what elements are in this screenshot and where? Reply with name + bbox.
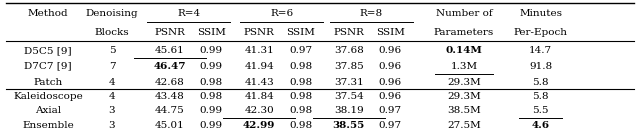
Text: Parameters: Parameters: [434, 28, 494, 37]
Text: 5: 5: [109, 46, 115, 55]
Text: 0.99: 0.99: [200, 121, 223, 128]
Text: 29.3M: 29.3M: [447, 78, 481, 87]
Text: 46.47: 46.47: [154, 62, 186, 71]
Text: D7C7 [9]: D7C7 [9]: [24, 62, 72, 71]
Text: 41.43: 41.43: [244, 78, 274, 87]
Text: 38.55: 38.55: [333, 121, 365, 128]
Text: 41.84: 41.84: [244, 92, 274, 101]
Text: D5C5 [9]: D5C5 [9]: [24, 46, 72, 55]
Text: 29.3M: 29.3M: [447, 92, 481, 101]
Text: 7: 7: [109, 62, 115, 71]
Text: Axial: Axial: [35, 106, 61, 115]
Text: 0.98: 0.98: [200, 92, 223, 101]
Text: Minutes: Minutes: [519, 9, 563, 18]
Text: 42.68: 42.68: [155, 78, 184, 87]
Text: SSIM: SSIM: [376, 28, 405, 37]
Text: 3: 3: [109, 106, 115, 115]
Text: PSNR: PSNR: [333, 28, 364, 37]
Text: Patch: Patch: [33, 78, 63, 87]
Text: 37.31: 37.31: [334, 78, 364, 87]
Text: Blocks: Blocks: [95, 28, 129, 37]
Text: 0.14M: 0.14M: [445, 46, 483, 55]
Text: 0.96: 0.96: [379, 92, 402, 101]
Text: 1.3M: 1.3M: [451, 62, 477, 71]
Text: Denoising: Denoising: [86, 9, 138, 18]
Text: 5.8: 5.8: [532, 78, 549, 87]
Text: 0.98: 0.98: [289, 106, 312, 115]
Text: 38.5M: 38.5M: [447, 106, 481, 115]
Text: PSNR: PSNR: [244, 28, 275, 37]
Text: 41.94: 41.94: [244, 62, 274, 71]
Text: 0.98: 0.98: [200, 78, 223, 87]
Text: 45.61: 45.61: [155, 46, 184, 55]
Text: PSNR: PSNR: [154, 28, 185, 37]
Text: 4: 4: [109, 78, 115, 87]
Text: Kaleidoscope: Kaleidoscope: [13, 92, 83, 101]
Text: R=8: R=8: [360, 9, 383, 18]
Text: R=4: R=4: [177, 9, 200, 18]
Text: 0.98: 0.98: [289, 121, 312, 128]
Text: 0.99: 0.99: [200, 62, 223, 71]
Text: 0.97: 0.97: [379, 106, 402, 115]
Text: 45.01: 45.01: [155, 121, 184, 128]
Text: 0.98: 0.98: [289, 78, 312, 87]
Text: 5.5: 5.5: [532, 106, 549, 115]
Text: 37.85: 37.85: [334, 62, 364, 71]
Text: 4.6: 4.6: [532, 121, 550, 128]
Text: 42.30: 42.30: [244, 106, 274, 115]
Text: 41.31: 41.31: [244, 46, 274, 55]
Text: 14.7: 14.7: [529, 46, 552, 55]
Text: Ensemble: Ensemble: [22, 121, 74, 128]
Text: SSIM: SSIM: [196, 28, 226, 37]
Text: R=6: R=6: [270, 9, 293, 18]
Text: 44.75: 44.75: [155, 106, 184, 115]
Text: Method: Method: [28, 9, 68, 18]
Text: 42.99: 42.99: [243, 121, 275, 128]
Text: 5.8: 5.8: [532, 92, 549, 101]
Text: SSIM: SSIM: [286, 28, 316, 37]
Text: 0.99: 0.99: [200, 46, 223, 55]
Text: 3: 3: [109, 121, 115, 128]
Text: 0.96: 0.96: [379, 78, 402, 87]
Text: 0.97: 0.97: [379, 121, 402, 128]
Text: 0.96: 0.96: [379, 62, 402, 71]
Text: 0.98: 0.98: [289, 62, 312, 71]
Text: 37.68: 37.68: [334, 46, 364, 55]
Text: 91.8: 91.8: [529, 62, 552, 71]
Text: 0.98: 0.98: [289, 92, 312, 101]
Text: 27.5M: 27.5M: [447, 121, 481, 128]
Text: 37.54: 37.54: [334, 92, 364, 101]
Text: Per-Epoch: Per-Epoch: [514, 28, 568, 37]
Text: 38.19: 38.19: [334, 106, 364, 115]
Text: 0.97: 0.97: [289, 46, 312, 55]
Text: 4: 4: [109, 92, 115, 101]
Text: 43.48: 43.48: [155, 92, 184, 101]
Text: 0.99: 0.99: [200, 106, 223, 115]
Text: 0.96: 0.96: [379, 46, 402, 55]
Text: Number of: Number of: [436, 9, 492, 18]
